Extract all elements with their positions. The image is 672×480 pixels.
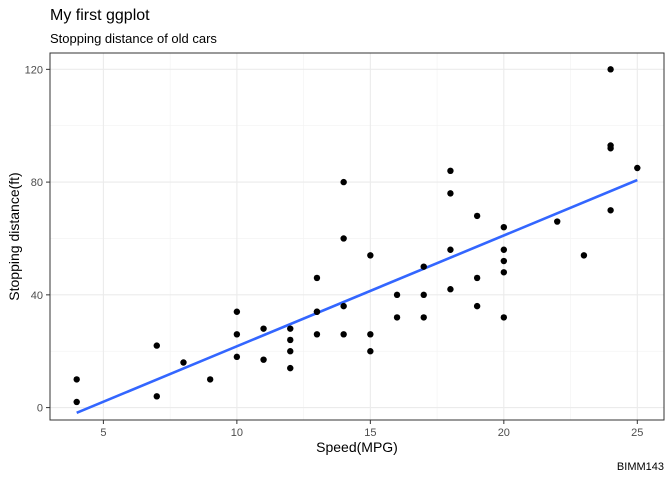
- x-tick-label: 10: [231, 427, 243, 439]
- data-point: [180, 359, 187, 366]
- data-point: [554, 218, 561, 225]
- x-axis-title: Speed(MPG): [316, 439, 398, 455]
- data-point: [420, 314, 427, 321]
- x-tick-label: 20: [498, 427, 510, 439]
- data-point: [233, 308, 241, 315]
- data-point: [287, 348, 294, 355]
- x-tick-label: 25: [631, 427, 643, 439]
- data-point: [73, 398, 80, 406]
- data-point: [500, 314, 508, 321]
- panel-border: [49, 52, 665, 421]
- data-point: [233, 353, 241, 361]
- data-point: [73, 376, 80, 383]
- data-point: [287, 364, 294, 372]
- data-point: [420, 263, 427, 270]
- data-point: [447, 246, 454, 253]
- data-point: [500, 223, 508, 231]
- y-axis-title: Stopping distance(ft): [6, 172, 22, 300]
- data-point: [260, 325, 267, 332]
- y-tick-label: 80: [31, 177, 43, 189]
- axis-ticks: 5 10 15 20 25 0 40 80 120: [25, 64, 644, 439]
- data-point: [473, 274, 481, 282]
- trend-line: [76, 178, 638, 415]
- data-point: [607, 66, 614, 73]
- data-point: [340, 235, 347, 242]
- chart-caption: BIMM143: [616, 461, 664, 473]
- data-point: [473, 302, 481, 310]
- data-point: [153, 393, 160, 400]
- x-tick-label: 15: [364, 427, 376, 439]
- data-point: [367, 348, 374, 355]
- data-point: [500, 257, 508, 265]
- major-gridlines: [50, 53, 664, 420]
- data-point: [607, 142, 614, 149]
- data-point: [233, 331, 241, 338]
- data-point: [340, 178, 347, 186]
- minor-gridlines: [50, 53, 664, 420]
- data-point: [634, 164, 641, 172]
- data-point: [367, 331, 374, 338]
- data-point: [206, 376, 214, 383]
- data-point: [447, 167, 454, 175]
- data-point: [447, 286, 454, 293]
- data-point: [340, 331, 347, 338]
- y-tick-label: 40: [31, 290, 43, 302]
- data-point: [393, 314, 401, 321]
- data-point: [447, 190, 454, 197]
- data-point: [367, 252, 374, 259]
- data-point: [260, 356, 267, 363]
- trend-line-group: [76, 178, 638, 415]
- chart-title: My first ggplot: [50, 7, 150, 24]
- data-point: [287, 336, 294, 344]
- data-point: [420, 291, 427, 299]
- y-tick-label: 120: [25, 64, 43, 76]
- data-point: [340, 302, 347, 310]
- data-point: [580, 252, 588, 259]
- data-point: [313, 308, 321, 315]
- data-point: [607, 207, 614, 214]
- x-tick-label: 5: [100, 427, 106, 439]
- data-point: [393, 291, 401, 299]
- data-point: [287, 325, 294, 332]
- data-points: [73, 66, 641, 406]
- data-point: [153, 342, 160, 349]
- data-point: [500, 269, 508, 276]
- y-tick-label: 0: [37, 403, 43, 415]
- data-point: [313, 274, 321, 282]
- data-point: [473, 212, 481, 220]
- data-point: [500, 246, 508, 253]
- data-point: [313, 331, 321, 338]
- chart-subtitle: Stopping distance of old cars: [50, 31, 217, 46]
